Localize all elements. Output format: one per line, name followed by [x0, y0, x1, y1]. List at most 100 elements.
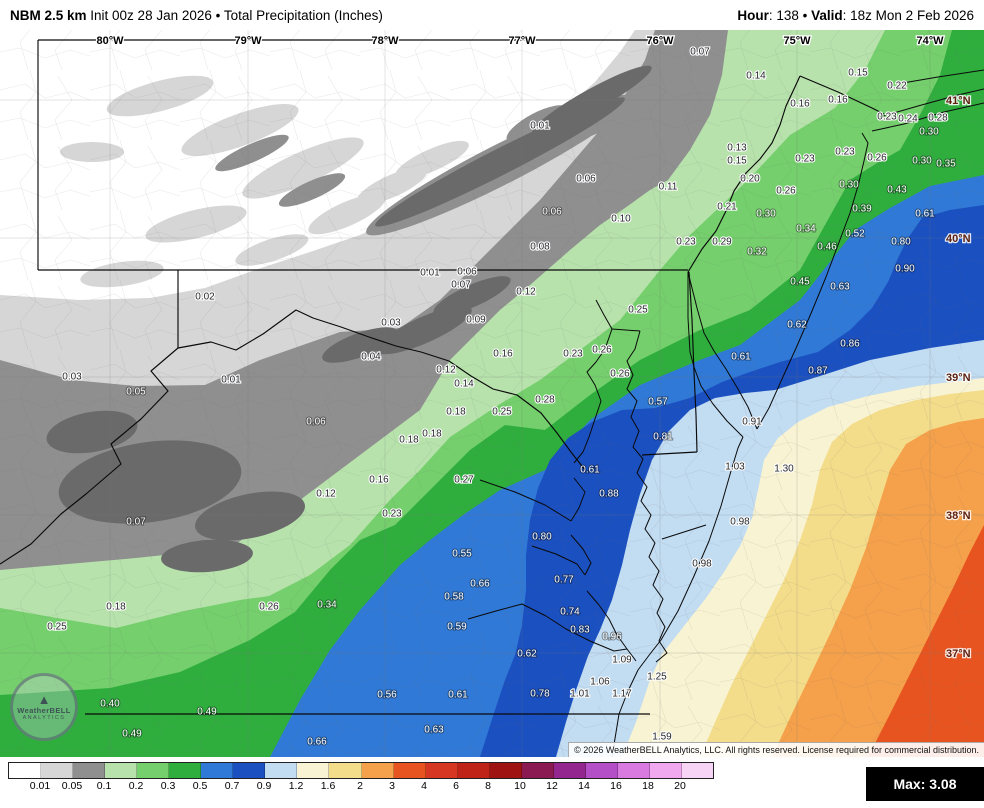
color-scale-tick-label: 0.1 [96, 780, 112, 792]
precip-value-label: 0.26 [592, 345, 612, 356]
color-scale-segment [201, 763, 234, 778]
color-scale-tick-label: 8 [485, 780, 491, 792]
precip-value-label: 0.61 [731, 352, 751, 363]
latitude-label: 38°N [946, 510, 971, 522]
color-scale-segment [681, 763, 714, 778]
precip-value-label: 1.59 [652, 732, 672, 743]
color-scale-tick-label: 0.05 [61, 780, 83, 792]
color-scale-segment [361, 763, 394, 778]
precip-value-label: 0.01 [221, 375, 241, 386]
precip-value-label: 0.30 [912, 156, 932, 167]
precip-value-label: 0.98 [692, 559, 712, 570]
color-scale-segment [457, 763, 490, 778]
color-scale-tick-label: 4 [421, 780, 427, 792]
color-scale-segment [489, 763, 522, 778]
color-scale-segment [329, 763, 362, 778]
header-right: Hour: 138 • Valid: 18z Mon 2 Feb 2026 [737, 7, 974, 23]
precip-value-label: 0.20 [740, 174, 760, 185]
precip-value-label: 0.61 [915, 209, 935, 220]
color-scale-segment [105, 763, 138, 778]
color-scale-tick-label: 1.6 [320, 780, 336, 792]
precip-value-label: 0.62 [787, 320, 807, 331]
precip-value-label: 0.28 [535, 395, 555, 406]
precip-value-label: 0.25 [47, 622, 67, 633]
precip-value-label: 0.58 [444, 592, 464, 603]
precip-map: 0.07 0.14 0.15 0.22 0.16 0.16 0.23 0.24 0.28 0.01… [0, 30, 984, 757]
precip-value-label: 0.80 [891, 237, 911, 248]
color-scale-segment [521, 763, 554, 778]
precip-value-label: 0.23 [877, 112, 897, 123]
precip-value-label: 0.18 [399, 435, 419, 446]
precip-value-label: 0.87 [808, 366, 828, 377]
precip-value-label: 0.22 [887, 81, 907, 92]
precip-value-label: 0.18 [422, 429, 442, 440]
precip-value-label: 0.23 [835, 147, 855, 158]
precip-value-label: 0.66 [470, 579, 490, 590]
color-scale-tick-label: 6 [453, 780, 459, 792]
color-scale-tick-label: 20 [674, 780, 686, 792]
longitude-label: 74°W [916, 35, 944, 47]
precip-value-label: 0.34 [317, 600, 337, 611]
precip-value-label: 0.12 [516, 287, 536, 298]
color-scale-segment [137, 763, 170, 778]
precip-value-label: 0.98 [730, 517, 750, 528]
precip-value-label: 0.16 [493, 349, 513, 360]
precip-value-label: 0.01 [420, 268, 440, 279]
precip-value-label: 0.30 [839, 180, 859, 191]
precip-value-labels: 0.070.14 0.150.220.16 0.160.23 0.24 0.280.01… [46, 45, 957, 748]
precip-value-label: 0.15 [727, 156, 747, 167]
longitude-label: 78°W [371, 35, 399, 47]
precip-value-label: 0.14 [746, 71, 766, 82]
precip-value-label: 0.59 [447, 622, 467, 633]
precip-value-label: 0.45 [790, 277, 810, 288]
copyright-notice: © 2026 WeatherBELL Analytics, LLC. All r… [568, 742, 984, 757]
precip-value-label: 0.23 [563, 349, 583, 360]
color-scale-bar [8, 762, 714, 779]
precip-value-label: 0.23 [676, 237, 696, 248]
precip-value-label: 0.46 [817, 242, 837, 253]
weatherbell-logo: ▲ WeatherBELL ANALYTICS [10, 673, 78, 741]
color-scale-segment [393, 763, 426, 778]
state-borders [0, 39, 885, 715]
precip-value-label: 0.08 [530, 242, 550, 253]
precip-value-label: 0.57 [648, 397, 668, 408]
color-scale-tick-label: 12 [546, 780, 558, 792]
bell-icon: ▲ [37, 691, 51, 707]
color-scale-segment [265, 763, 298, 778]
precip-value-label: 1.30 [774, 464, 794, 475]
precip-value-label: 0.61 [448, 690, 468, 701]
longitude-label: 75°W [783, 35, 811, 47]
precip-value-label: 0.07 [451, 280, 471, 291]
precip-value-label: 0.77 [554, 575, 574, 586]
longitude-label: 80°W [96, 35, 124, 47]
map-canvas: 0.070.14 0.150.220.16 0.160.23 0.24 0.280.01… [0, 30, 984, 757]
precip-value-label: 0.30 [919, 127, 939, 138]
precip-value-label: 1.01 [570, 689, 590, 700]
color-scale-segment [233, 763, 266, 778]
precip-value-label: 0.01 [530, 121, 550, 132]
logo-text: WeatherBELL [17, 705, 71, 715]
precip-value-label: 0.25 [628, 305, 648, 316]
precip-value-label: 0.06 [542, 207, 562, 218]
color-scale-segment [73, 763, 106, 778]
header-left: NBM 2.5 km Init 00z 28 Jan 2026 • Total … [10, 7, 383, 23]
precip-value-label: 0.78 [530, 689, 550, 700]
precip-value-label: 0.09 [466, 315, 486, 326]
precip-value-label: 0.29 [712, 237, 732, 248]
precip-value-label: 0.03 [381, 318, 401, 329]
precip-value-label: 0.26 [867, 153, 887, 164]
color-scale-legend: 0.01 0.05 0.1 0.2 0.3 0.5 0.7 0.9 1.2 1.6 2 3 4 6 8 10 1… [0, 757, 984, 808]
precip-value-label: 0.39 [852, 204, 872, 215]
precip-value-label: 0.91 [742, 417, 762, 428]
precip-value-label: 1.06 [590, 677, 610, 688]
precip-value-label: 0.23 [795, 154, 815, 165]
latitude-label: 40°N [946, 233, 971, 245]
precip-value-label: 1.25 [647, 672, 667, 683]
color-scale-tick-label: 3 [389, 780, 395, 792]
precip-value-label: 0.74 [560, 607, 580, 618]
latitude-label: 39°N [946, 372, 971, 384]
logo-subtext: ANALYTICS [22, 714, 66, 721]
color-scale-tick-label: 14 [578, 780, 590, 792]
precip-value-label: 1.03 [725, 462, 745, 473]
